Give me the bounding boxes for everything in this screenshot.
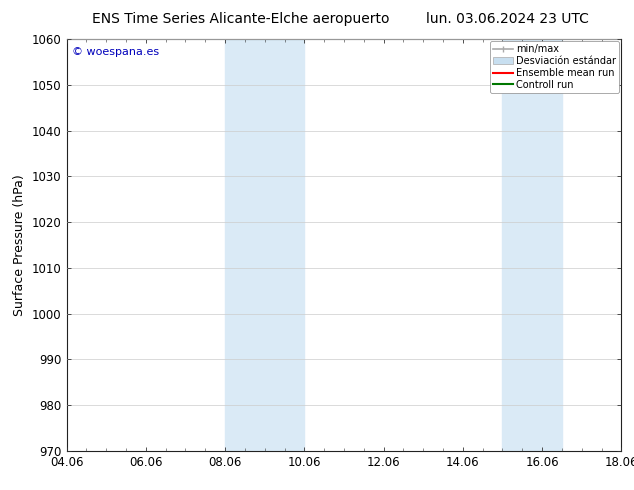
Text: lun. 03.06.2024 23 UTC: lun. 03.06.2024 23 UTC	[426, 12, 588, 26]
Text: © woespana.es: © woespana.es	[72, 48, 159, 57]
Bar	[503, 39, 562, 451]
Bar	[225, 39, 304, 451]
Y-axis label: Surface Pressure (hPa): Surface Pressure (hPa)	[13, 174, 27, 316]
Text: ENS Time Series Alicante-Elche aeropuerto: ENS Time Series Alicante-Elche aeropuert…	[92, 12, 390, 26]
Legend: min/max, Desviación estándar, Ensemble mean run, Controll run: min/max, Desviación estándar, Ensemble m…	[490, 41, 619, 93]
